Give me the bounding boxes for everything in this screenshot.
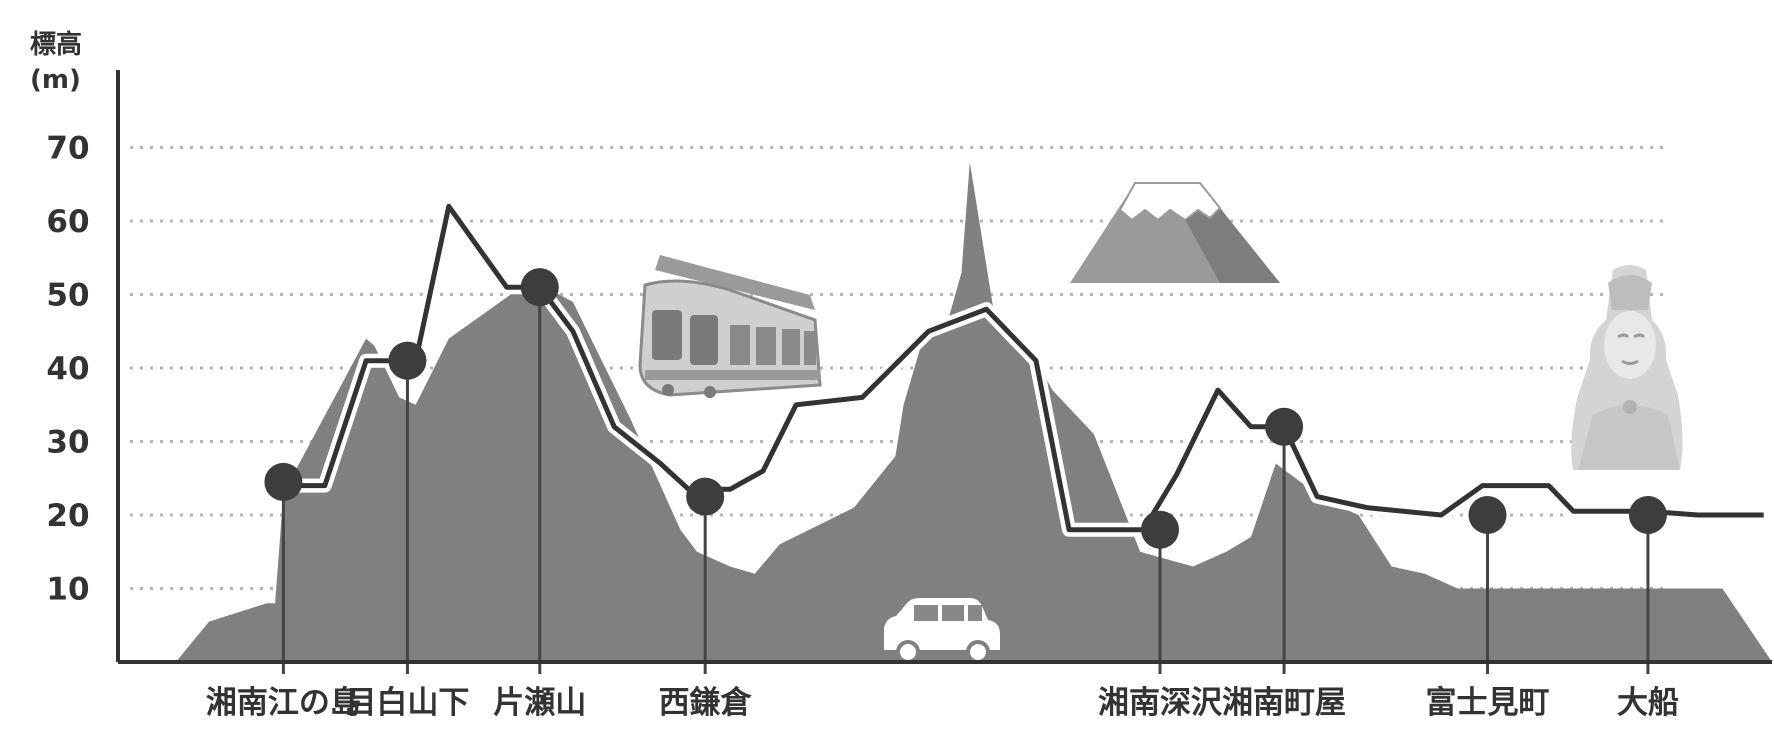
y-tick-label: 70	[46, 131, 89, 167]
station-dot	[1265, 407, 1304, 446]
y-tick-label: 20	[46, 498, 89, 534]
station-label: 西鎌倉	[659, 685, 753, 721]
kannon-statue-icon	[1571, 265, 1683, 470]
station-label: 大船	[1617, 685, 1679, 721]
station-dot	[686, 477, 725, 516]
station-label: 富士見町	[1426, 685, 1550, 721]
station-dot	[1628, 496, 1667, 534]
mount-fuji-icon	[1070, 182, 1280, 283]
y-tick-label: 50	[46, 278, 89, 314]
station-dot	[1468, 496, 1507, 534]
monorail-train-icon	[638, 255, 822, 398]
y-tick-label: 10	[46, 572, 89, 608]
station-label: 片瀬山	[493, 685, 586, 721]
station-label: 湘南江の島	[206, 685, 361, 721]
y-tick-label: 60	[46, 204, 89, 240]
station-dot	[520, 268, 559, 307]
station-dot	[388, 341, 427, 380]
station-label: 湘南深沢	[1098, 685, 1223, 721]
y-tick-label: 30	[46, 425, 89, 461]
y-axis-ticks: 10 20 30 40 50 60 70	[46, 131, 89, 608]
station-dot	[264, 462, 303, 501]
y-axis-title-line2: (m)	[30, 65, 81, 95]
station-label: 目白山下	[345, 685, 469, 721]
y-tick-label: 40	[46, 351, 89, 387]
station-label: 湘南町屋	[1222, 685, 1346, 721]
terrain-area	[175, 162, 1772, 662]
y-axis-title-line1: 標高	[30, 29, 82, 60]
station-dot	[1141, 510, 1180, 549]
